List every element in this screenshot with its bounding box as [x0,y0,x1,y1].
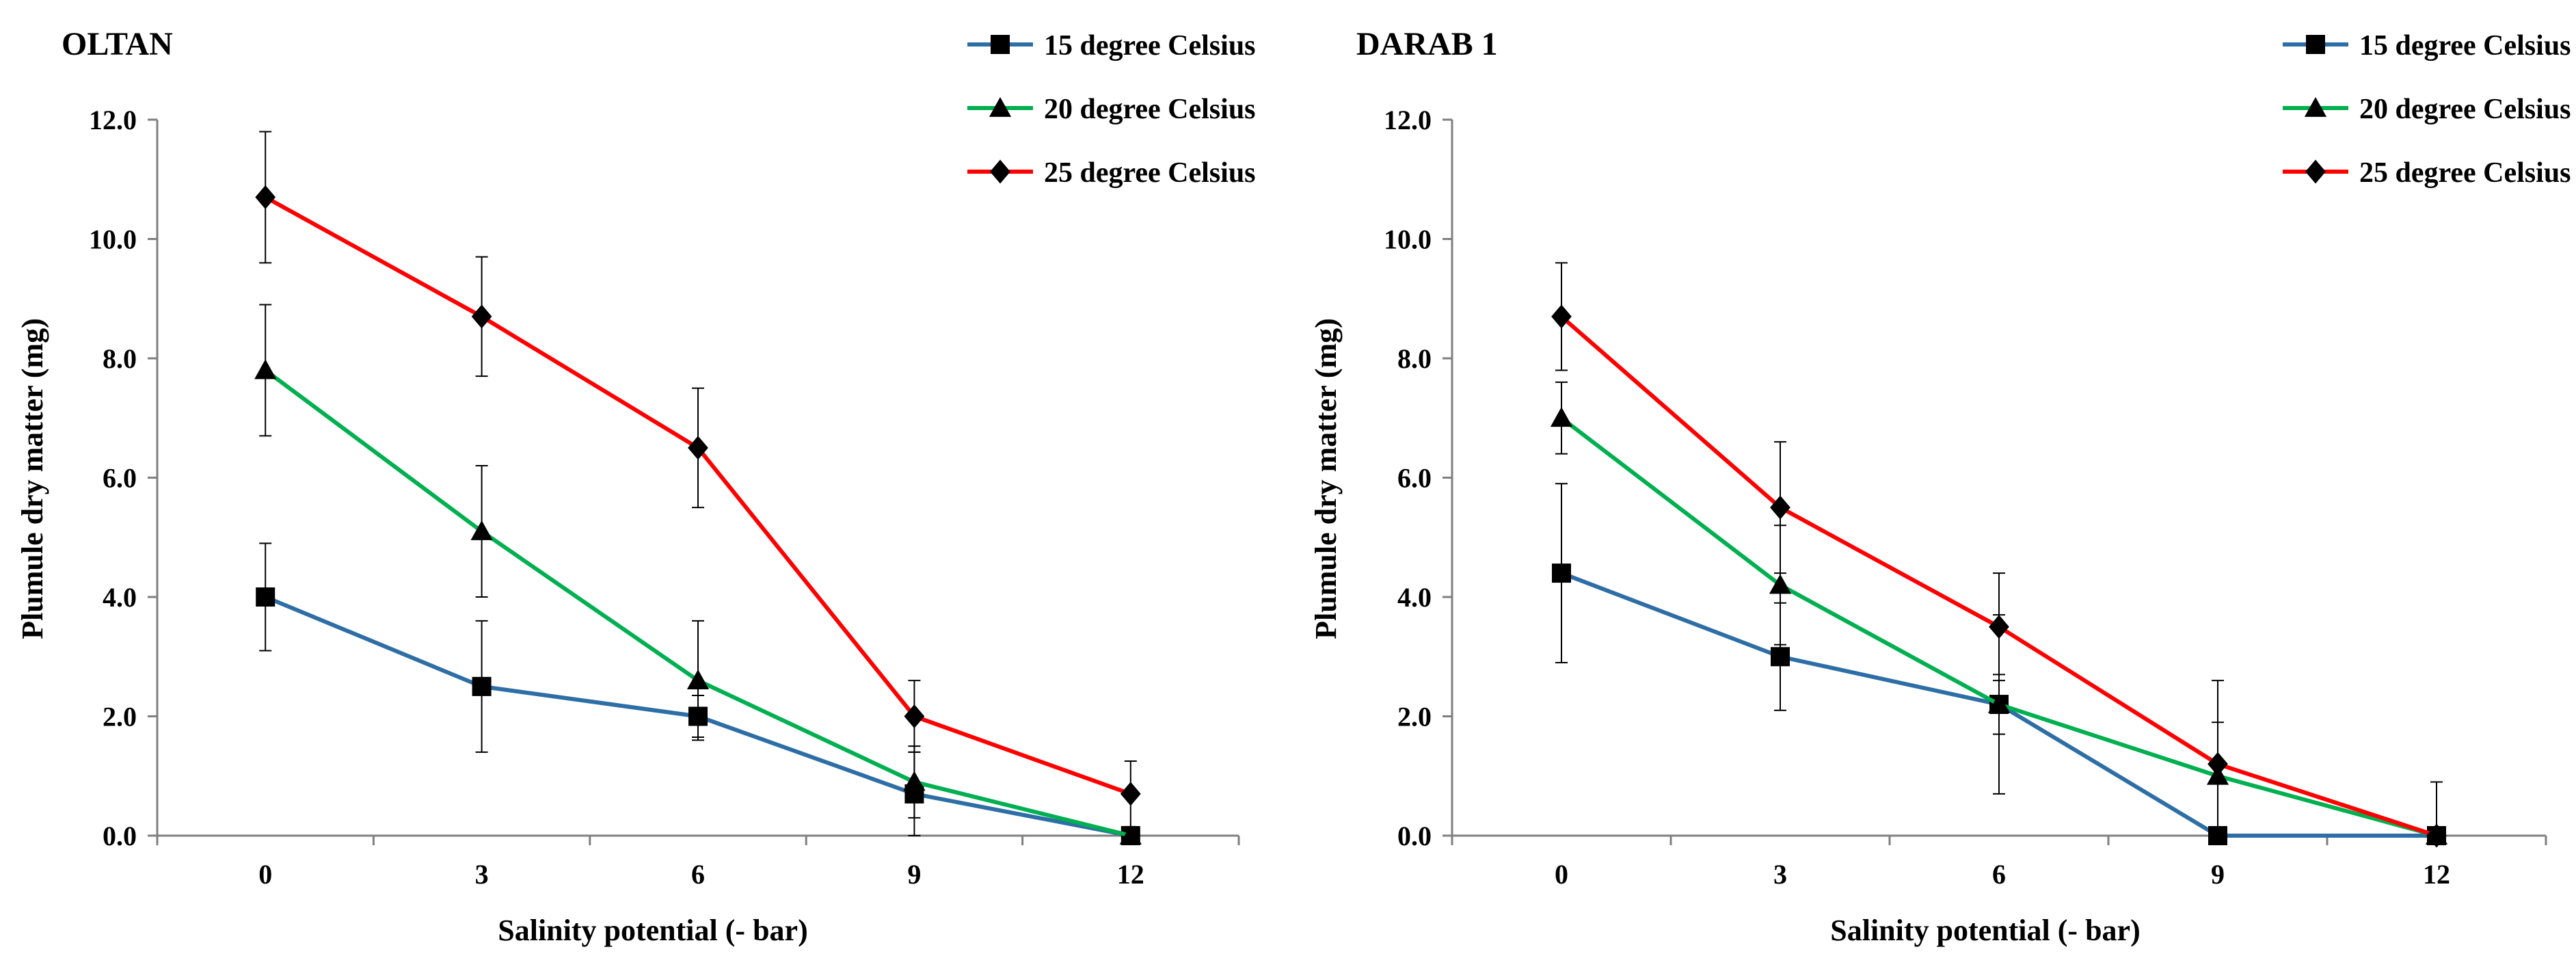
y-tick-label: 6.0 [103,463,137,494]
data-point [470,520,493,540]
x-tick-label: 6 [1992,859,2006,890]
series-25-degree-celsius [255,131,1141,827]
y-axis-label: Plumule dry matter (mg) [16,318,49,639]
data-point [472,676,492,696]
chart-title: OLTAN [62,26,173,62]
legend-item-15-degree-celsius: 15 degree Celsius [2283,30,2571,62]
legend: 15 degree Celsius 20 degree Celsius 25 deg… [2283,30,2571,189]
y-tick-label: 0.0 [103,821,137,851]
y-tick-label: 10.0 [89,224,137,255]
legend-item-25-degree-celsius: 25 degree Celsius [2283,157,2571,189]
data-point [255,185,276,209]
data-point [254,359,277,380]
legend-label: 25 degree Celsius [2359,157,2571,189]
y-tick-label: 10.0 [1384,224,1432,255]
legend-label: 15 degree Celsius [2359,30,2571,62]
legend-label: 15 degree Celsius [1044,30,1256,62]
legend-item-20-degree-celsius: 20 degree Celsius [2283,94,2571,125]
x-tick-label: 12 [1117,859,1144,890]
x-tick-label: 0 [1555,859,1568,890]
data-point [2208,752,2228,776]
legend-marker [2306,35,2325,54]
x-tick-label: 6 [691,859,705,890]
data-point [1989,615,2009,639]
y-tick-label: 8.0 [1397,343,1432,374]
data-point [1771,647,1790,667]
data-point [904,704,925,728]
chart-panel-oltan: OLTAN Plumule dry matter (mg) Salinity p… [16,26,1256,947]
chart-darab-1: DARAB 1 Plumule dry matter (mg) Salinity… [1309,26,2571,947]
y-tick-label: 4.0 [1397,582,1432,613]
y-axis-label: Plumule dry matter (mg) [1309,318,1343,639]
x-tick-label: 0 [258,859,272,890]
chart-oltan: OLTAN Plumule dry matter (mg) Salinity p… [16,26,1256,947]
legend-marker [990,159,1010,184]
legend-marker [2305,159,2326,184]
data-point [256,587,276,607]
y-tick-label: 2.0 [1397,702,1432,732]
series-25-degree-celsius [1551,262,2447,848]
data-point [471,304,492,329]
data-point [903,771,926,791]
axes: 0.0 2.0 4.0 6.0 8.0 10.0 12.0 0 3 6 9 12 [1384,105,2547,890]
legend-marker [989,96,1012,117]
data-point [1987,693,2011,713]
data-point [1552,563,1571,583]
y-tick-label: 4.0 [103,582,137,613]
data-point [1770,495,1790,520]
y-tick-label: 0.0 [1397,821,1432,851]
legend-marker [991,35,1010,54]
data-point [1120,782,1141,806]
data-point [1119,824,1142,845]
legend-label: 20 degree Celsius [1044,94,1256,125]
axes: 0.0 2.0 4.0 6.0 8.0 10.0 12.0 0 3 6 9 12 [89,105,1240,890]
legend-item-15-degree-celsius: 15 degree Celsius [967,30,1256,62]
chart-title: DARAB 1 [1356,26,1498,62]
y-tick-label: 6.0 [1397,463,1432,494]
x-tick-label: 12 [2423,859,2450,890]
legend: 15 degree Celsius 20 degree Celsius 25 deg… [967,30,1256,189]
x-axis-label: Salinity potential (- bar) [1830,914,2140,947]
data-point [686,669,710,690]
legend-item-20-degree-celsius: 20 degree Celsius [967,94,1256,125]
legend-item-25-degree-celsius: 25 degree Celsius [967,157,1256,189]
legend-label: 20 degree Celsius [2359,94,2571,125]
x-tick-label: 9 [907,859,921,890]
x-tick-label: 3 [1773,859,1787,890]
legend-label: 25 degree Celsius [1044,157,1256,189]
y-tick-label: 12.0 [89,105,137,135]
y-tick-label: 8.0 [103,343,137,374]
x-tick-label: 3 [475,859,489,890]
data-point [2426,823,2447,848]
legend-marker [2304,96,2327,117]
data-point [688,436,708,460]
data-point [1550,407,1573,427]
data-point [1769,574,1792,594]
y-tick-label: 2.0 [103,702,137,732]
chart-panel-darab-1: DARAB 1 Plumule dry matter (mg) Salinity… [1288,0,2576,969]
y-tick-label: 12.0 [1384,105,1432,135]
x-axis-label: Salinity potential (- bar) [498,914,807,947]
series-20-degree-celsius [254,304,1142,845]
x-tick-label: 9 [2211,859,2225,890]
data-point [1551,304,1572,329]
